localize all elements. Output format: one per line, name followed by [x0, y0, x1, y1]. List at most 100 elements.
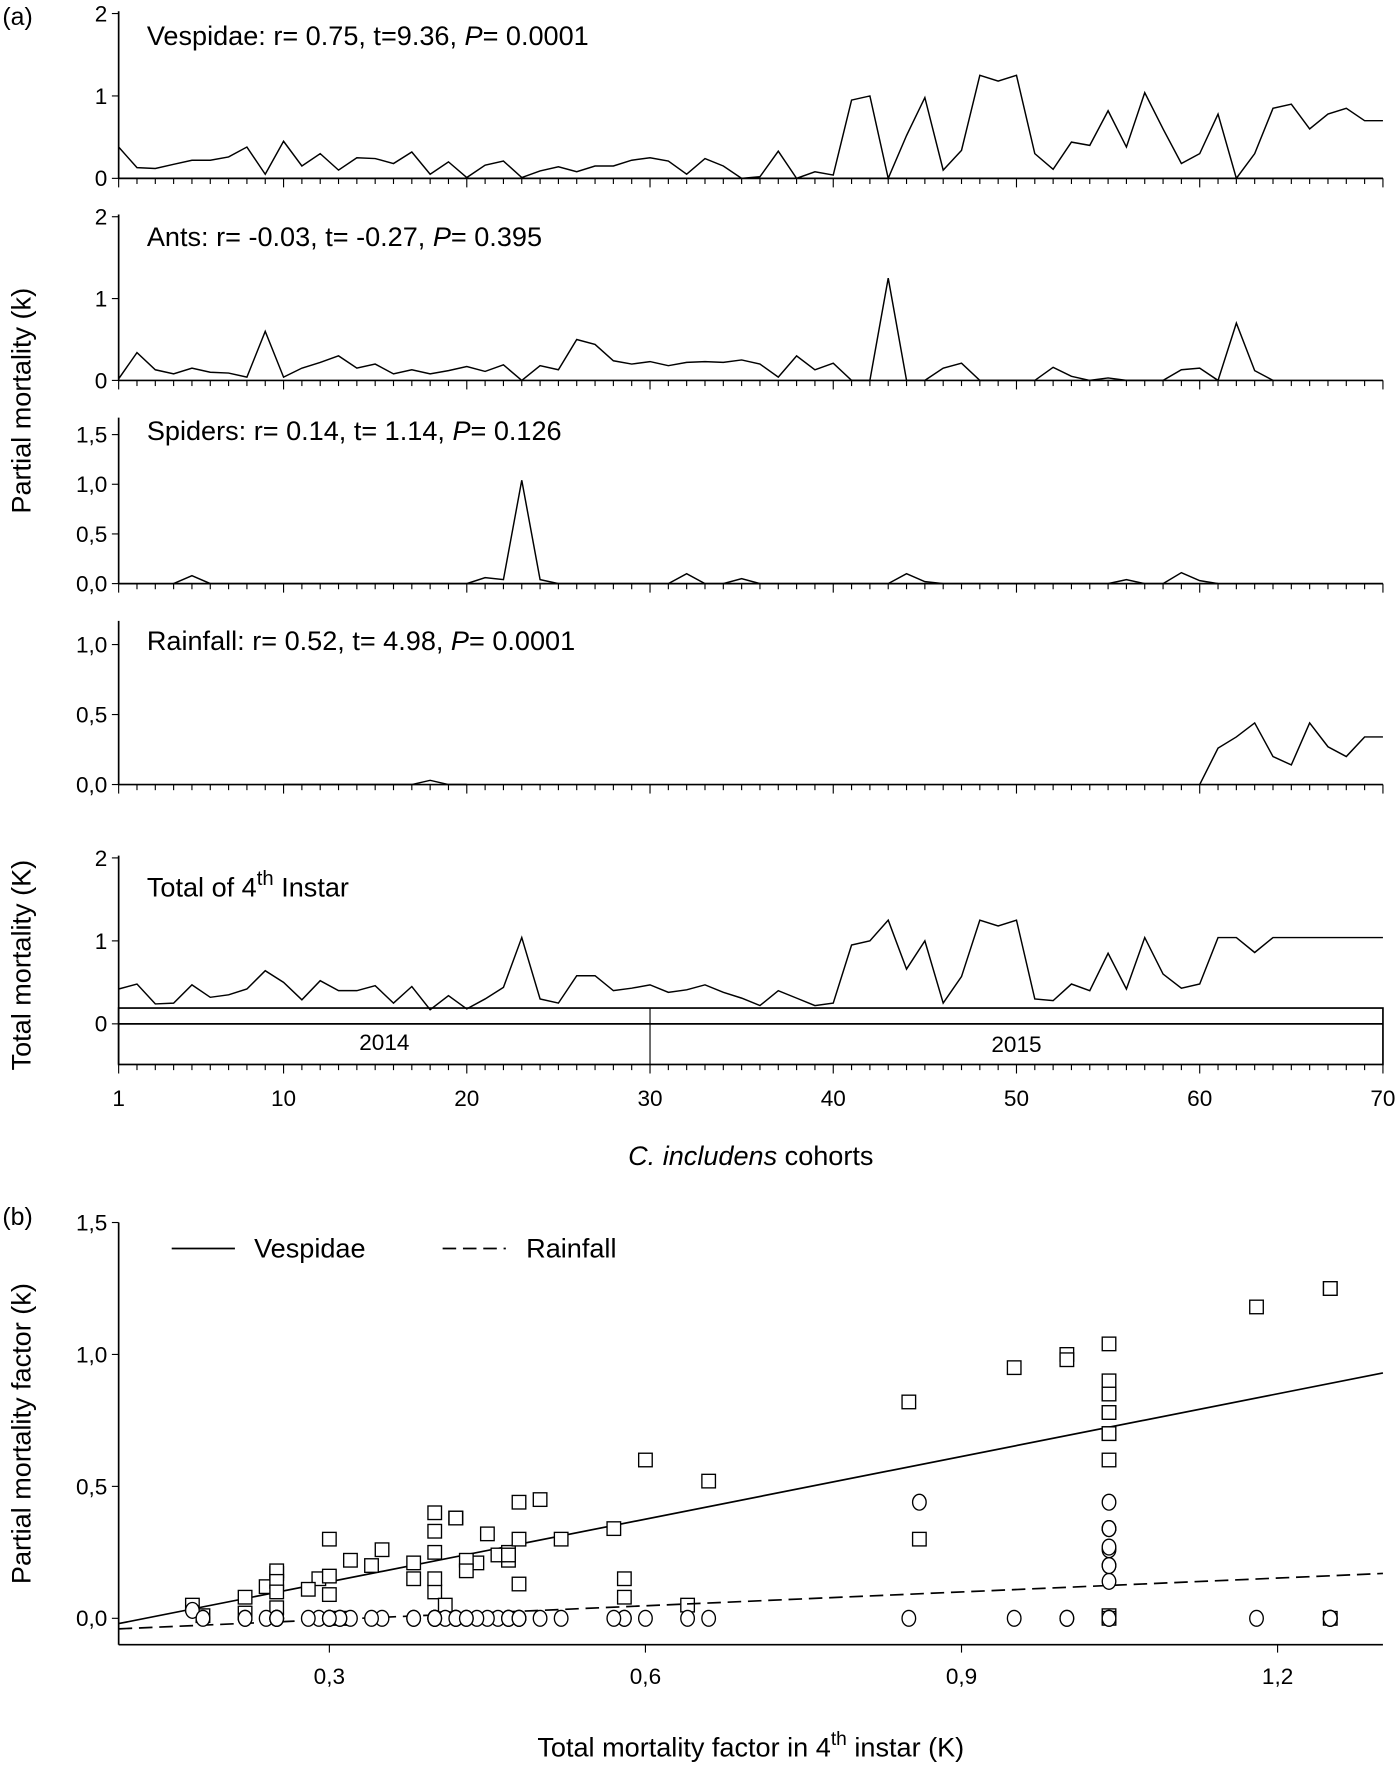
point-rainfall [300, 1609, 316, 1627]
point-vespidae [1059, 1352, 1075, 1368]
point-vespidae [427, 1523, 443, 1539]
point-vespidae [637, 1452, 653, 1468]
xlabel-b-pre: Total mortality factor in 4 [537, 1731, 830, 1762]
point-rainfall [1006, 1609, 1022, 1627]
annotation-text: Spiders: r= 0.14, t= 1.14, [147, 415, 453, 446]
point-vespidae [701, 1473, 717, 1489]
series-line-total [118, 918, 1383, 1011]
series-line-spiders [173, 480, 1219, 585]
point-vespidae [458, 1563, 474, 1579]
y-tick-label: 0,5 [76, 1474, 107, 1499]
point-vespidae [532, 1492, 548, 1508]
x-tick-label: 60 [1187, 1086, 1212, 1111]
point-vespidae [501, 1547, 516, 1563]
series-line-ants [118, 277, 1274, 382]
x-tick-label: 10 [271, 1086, 296, 1111]
point-vespidae [616, 1571, 632, 1587]
y-tick-label: 1,0 [76, 1342, 107, 1367]
point-rainfall [606, 1609, 622, 1627]
point-vespidae [321, 1587, 337, 1603]
y-tick-label: 0 [95, 166, 108, 191]
annotation-sup: th [257, 868, 274, 890]
panel-b-label: (b) [2, 1204, 32, 1231]
legend-label: Vespidae [254, 1233, 365, 1264]
y-tick-label: 2 [95, 1, 108, 26]
annotation-p: P [452, 415, 470, 446]
annotation: Spiders: r= 0.14, t= 1.14, P= 0.126 [147, 415, 562, 446]
y-tick-label: 0,5 [76, 522, 107, 547]
point-vespidae [1101, 1386, 1117, 1402]
point-rainfall [321, 1609, 337, 1627]
point-vespidae [300, 1581, 316, 1597]
annotation-p: P [465, 20, 483, 51]
series-line-vespidae [118, 74, 1383, 181]
ylabel-b: Partial mortality factor (k) [6, 1283, 37, 1584]
x-tick-label: 50 [1004, 1086, 1029, 1111]
y-tick-label: 0 [95, 1012, 108, 1037]
point-vespidae [511, 1576, 527, 1592]
annotation-text: Instar [274, 871, 349, 902]
y-tick-label: 1,0 [76, 632, 107, 657]
point-rainfall [364, 1609, 379, 1627]
y-tick-label: 1 [95, 929, 108, 954]
year-box-frame [117, 1007, 1384, 1066]
ylabel-total: Total mortality (K) [6, 860, 37, 1071]
x-tick-label: 20 [454, 1086, 479, 1111]
x-tick-label: 40 [821, 1086, 846, 1111]
point-vespidae [427, 1544, 443, 1560]
point-rainfall [269, 1609, 285, 1627]
y-tick-label: 1 [95, 286, 108, 311]
point-vespidae [321, 1531, 337, 1547]
y-tick-label: 1,5 [76, 422, 107, 447]
xlabel-b-post: instar (K) [847, 1731, 964, 1762]
year-label: 2015 [991, 1032, 1041, 1057]
y-tick-label: 0,0 [76, 1606, 107, 1631]
point-rainfall [1101, 1520, 1117, 1538]
point-vespidae [901, 1394, 917, 1410]
annotation-text: Total of 4 [147, 871, 257, 902]
y-tick-label: 1 [95, 84, 108, 109]
annotation-text: = 0.0001 [483, 20, 589, 51]
point-rainfall [701, 1609, 717, 1627]
point-vespidae [448, 1510, 464, 1526]
panel-rainfall: 0,0 0,5 1,0 Rainfall: r= 0.52, t= 4.98, P= … [76, 620, 1384, 797]
legend: Vespidae Rainfall [171, 1233, 616, 1264]
annotation: Ants: r= -0.03, t= -0.27, P= 0.395 [147, 221, 542, 252]
annotation-text: = 0.126 [471, 415, 562, 446]
y-tick-label: 2 [95, 205, 108, 230]
xlabel-a: C. includens cohorts [628, 1140, 873, 1171]
point-vespidae [606, 1521, 622, 1537]
x-tick-label: 1,2 [1262, 1664, 1293, 1689]
point-vespidae [364, 1558, 379, 1573]
panel-b: 0,0 0,5 1,0 1,5 0,3 0,6 0,9 1,2 Vespidae Rainfall [76, 1210, 1384, 1689]
xlabel-a-rest: cohorts [777, 1140, 873, 1171]
point-vespidae [427, 1505, 443, 1521]
point-rainfall [532, 1609, 548, 1627]
point-rainfall [901, 1609, 917, 1627]
point-vespidae [269, 1584, 285, 1600]
point-rainfall [1101, 1572, 1117, 1590]
y-tick-label: 0 [95, 368, 108, 393]
annotation-text: Ants: r= -0.03, t= -0.27, [147, 221, 433, 252]
point-rainfall [511, 1609, 527, 1627]
x-tick-label: 30 [637, 1086, 662, 1111]
point-rainfall [911, 1493, 927, 1511]
annotation-p: P [451, 625, 469, 656]
point-rainfall [427, 1609, 443, 1627]
point-rainfall [1322, 1609, 1338, 1627]
point-vespidae [1101, 1426, 1117, 1442]
point-rainfall [1101, 1493, 1117, 1511]
annotation-text: = 0.0001 [469, 625, 575, 656]
y-tick-label: 2 [95, 846, 108, 871]
point-vespidae [374, 1542, 390, 1558]
point-rainfall [1249, 1609, 1264, 1627]
annotation-text: Vespidae: r= 0.75, t=9.36, [147, 20, 465, 51]
x-tick-label: 0,9 [946, 1664, 977, 1689]
annotation: Vespidae: r= 0.75, t=9.36, P= 0.0001 [147, 20, 589, 51]
annotation: Total of 4th Instar [147, 868, 349, 902]
point-rainfall [637, 1609, 653, 1627]
series-line-rainfall [1199, 721, 1383, 785]
panel-a-label: (a) [2, 4, 32, 31]
y-tick-label: 0,0 [76, 572, 107, 597]
